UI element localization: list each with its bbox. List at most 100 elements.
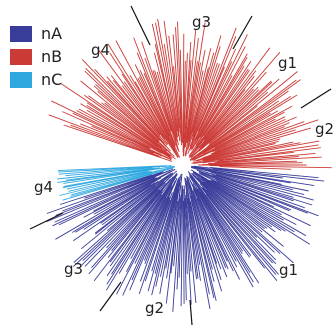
branch-nA — [192, 183, 238, 268]
branch-nB — [191, 35, 222, 133]
branch-nA — [143, 196, 171, 261]
branch-nA — [52, 177, 156, 227]
branch-nB — [84, 94, 171, 157]
branch-nA — [189, 192, 217, 301]
legend-label-nA: nA — [41, 24, 63, 43]
branch-nA — [46, 171, 163, 214]
branch-nB — [106, 76, 165, 144]
branch-nB — [189, 79, 301, 161]
branch-nC — [68, 166, 176, 192]
branch-nA — [106, 174, 177, 277]
branch-nB — [80, 123, 154, 154]
branch-nA — [201, 177, 276, 233]
branch-nB — [184, 52, 215, 157]
branch-nA — [202, 187, 279, 275]
branch-nA — [185, 183, 201, 265]
branch-nA — [191, 166, 305, 196]
branch-nA — [159, 188, 180, 294]
branch-nB — [93, 85, 159, 144]
branch-nA — [54, 176, 156, 223]
branch-nB — [95, 83, 172, 155]
label-red-g2: g2 — [315, 120, 334, 138]
branch-nB — [198, 91, 269, 152]
branch-nA — [186, 180, 215, 299]
branch-nA — [186, 177, 213, 270]
branch-nA — [213, 168, 283, 179]
branch-nA — [192, 185, 241, 280]
branch-nB — [196, 100, 280, 156]
branch-nB — [134, 81, 172, 145]
branch-nA — [166, 201, 179, 279]
branch-nB — [61, 83, 171, 157]
branch-nA — [93, 170, 172, 212]
branch-nA — [82, 174, 173, 261]
branch-nA — [183, 189, 187, 301]
branch-nB — [209, 71, 298, 144]
branch-nA — [73, 183, 163, 263]
branch-nA — [75, 182, 156, 233]
branch-nA — [88, 184, 167, 275]
branch-nA — [215, 178, 290, 212]
branch-nA — [176, 185, 183, 290]
clade-divider-line — [300, 88, 332, 109]
branch-nA — [178, 186, 183, 278]
branch-nA — [84, 182, 166, 267]
branch-nA — [205, 181, 268, 229]
branch-nA — [212, 174, 305, 209]
branch-nB — [208, 156, 322, 165]
clade-divider-line — [29, 212, 64, 230]
branch-nA — [84, 171, 164, 199]
branch-nA — [198, 175, 286, 232]
branch-nA — [180, 185, 184, 307]
branch-nB — [190, 61, 233, 150]
branch-nB — [194, 34, 248, 142]
branch-nB — [198, 118, 276, 158]
branch-nA — [199, 172, 282, 216]
branch-nB — [152, 70, 174, 133]
label-red-g4: g4 — [91, 41, 110, 59]
branch-nA — [83, 180, 159, 230]
branch-nA — [83, 178, 157, 218]
branch-nA — [195, 188, 237, 262]
branch-nA — [93, 168, 176, 215]
branch-nB — [138, 76, 176, 149]
branch-nA — [205, 194, 266, 269]
branch-nB — [188, 68, 249, 157]
branch-nA — [195, 173, 282, 231]
branch-nA — [201, 187, 277, 275]
branch-nA — [111, 176, 174, 251]
branch-nA — [186, 175, 222, 280]
branch-nB — [187, 66, 225, 155]
branch-nB — [203, 51, 281, 141]
branch-nA — [118, 176, 177, 274]
branch-nA — [147, 176, 181, 292]
branch-nA — [151, 188, 178, 296]
branch-nA — [204, 169, 293, 191]
branch-nB — [219, 166, 292, 170]
branch-nA — [101, 175, 169, 226]
branch-nA — [107, 189, 164, 258]
branch-nA — [151, 180, 179, 272]
branch-nB — [144, 57, 172, 132]
branch-nB — [107, 43, 176, 153]
branch-nB — [198, 112, 271, 157]
branch-nB — [208, 105, 258, 145]
branch-nA — [192, 174, 277, 261]
branch-nA — [192, 188, 229, 270]
branch-nB — [184, 37, 199, 146]
branch-nA — [109, 194, 162, 267]
branch-nA — [129, 197, 170, 291]
branch-nA — [199, 187, 251, 258]
branch-nB — [72, 112, 172, 160]
branch-nA — [200, 172, 292, 211]
branch-nA — [107, 181, 165, 232]
branch-nB — [212, 126, 285, 155]
branch-nA — [94, 172, 174, 234]
branch-nB — [184, 70, 204, 156]
branch-nB — [188, 48, 212, 142]
branch-nA — [144, 192, 173, 264]
branch-nB — [209, 160, 297, 165]
branch-nA — [46, 168, 174, 223]
branch-nB — [191, 63, 220, 140]
